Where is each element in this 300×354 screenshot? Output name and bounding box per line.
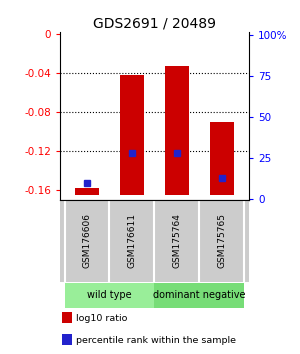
Text: percentile rank within the sample: percentile rank within the sample [76,336,236,345]
Bar [165,66,189,195]
Text: GSM176606: GSM176606 [82,213,91,268]
Bar [154,283,244,308]
Text: GSM175764: GSM175764 [172,213,182,268]
Bar [62,312,72,324]
Title: GDS2691 / 20489: GDS2691 / 20489 [93,17,216,31]
Bar [62,334,72,345]
Text: GSM175765: GSM175765 [218,213,226,268]
Text: wild type: wild type [87,290,132,300]
Text: GSM176611: GSM176611 [128,213,136,268]
Bar [64,283,154,308]
Bar [75,188,99,195]
Text: dominant negative: dominant negative [153,290,246,300]
Bar [120,75,144,195]
Text: log10 ratio: log10 ratio [76,314,128,323]
Bar [210,121,234,195]
